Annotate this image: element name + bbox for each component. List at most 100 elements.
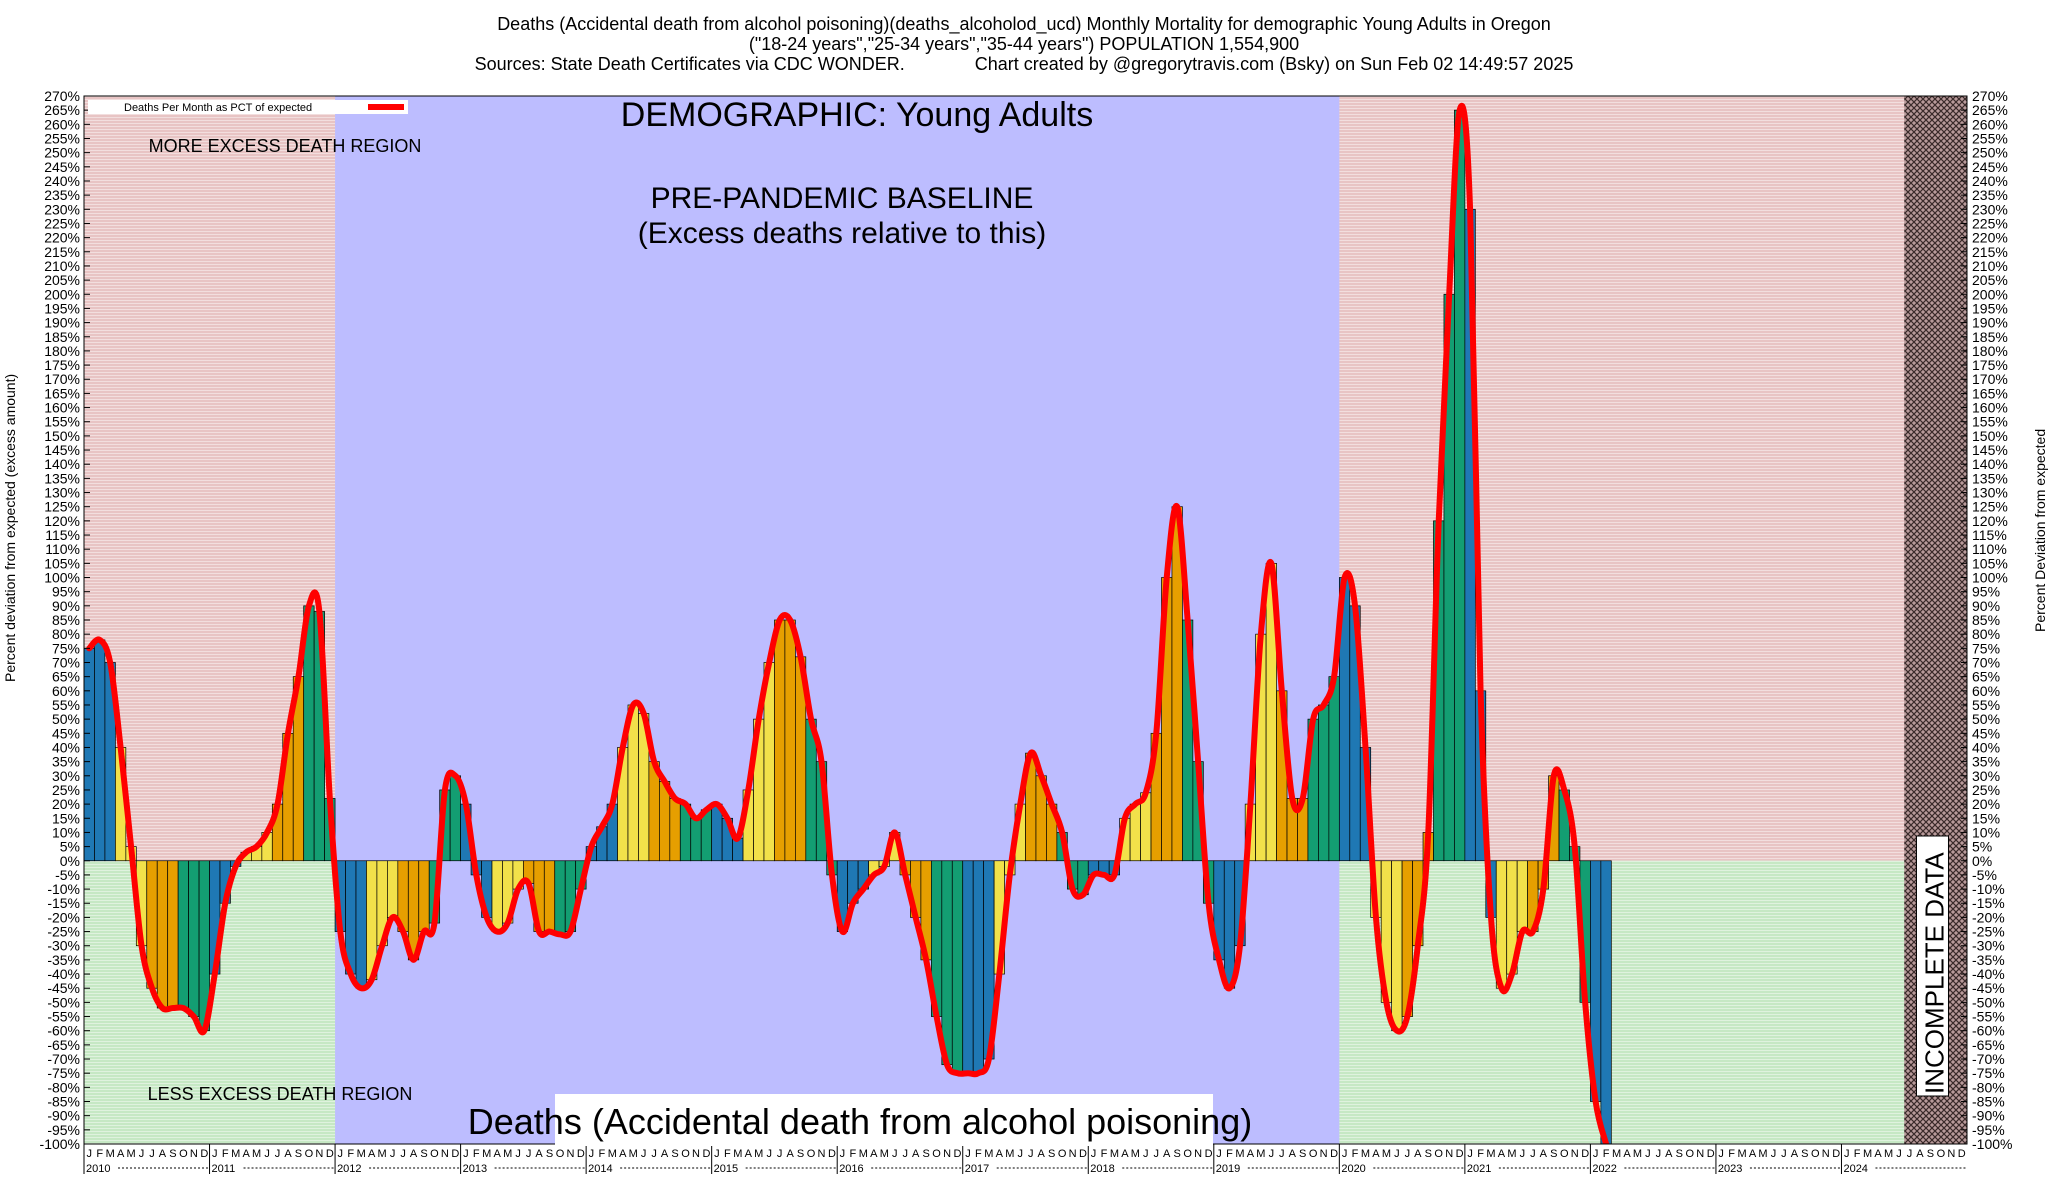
y-tick-label-left: 130% bbox=[44, 485, 80, 501]
y-tick-label-left: 200% bbox=[44, 286, 80, 302]
x-month-label: N bbox=[441, 1148, 449, 1160]
x-month-label: F bbox=[1352, 1148, 1359, 1160]
x-month-label: N bbox=[1445, 1148, 1453, 1160]
y-tick-label-left: 115% bbox=[45, 527, 80, 543]
y-tick-label-left: -35% bbox=[47, 952, 80, 968]
x-month-label: N bbox=[1194, 1148, 1202, 1160]
x-month-label: M bbox=[252, 1148, 261, 1160]
y-tick-label-left: 180% bbox=[44, 343, 80, 359]
y-tick-label-left: 240% bbox=[44, 173, 80, 189]
y-tick-label-left: -30% bbox=[47, 938, 80, 954]
x-month-label: D bbox=[1958, 1148, 1966, 1160]
bar-month-56 bbox=[669, 798, 681, 862]
x-month-label: J bbox=[1593, 1148, 1599, 1160]
x-month-label: A bbox=[1289, 1148, 1297, 1160]
y-tick-label-right: -50% bbox=[1972, 994, 2005, 1010]
x-month-label: O bbox=[1685, 1148, 1694, 1160]
x-month-label: M bbox=[1005, 1148, 1014, 1160]
x-month-label: J bbox=[1467, 1148, 1473, 1160]
y-axis-label-left: Percent deviation from expected (excess … bbox=[2, 373, 18, 682]
bar-month-44 bbox=[543, 860, 556, 932]
y-tick-label-left: 185% bbox=[44, 329, 80, 345]
y-tick-label-left: 110% bbox=[45, 541, 80, 557]
x-month-label: F bbox=[222, 1148, 229, 1160]
bar-month-85 bbox=[972, 860, 985, 1074]
x-month-label: J bbox=[1896, 1148, 1902, 1160]
y-tick-label-left: 80% bbox=[52, 626, 80, 642]
y-tick-label-left: -50% bbox=[47, 994, 80, 1010]
y-tick-label-left: -20% bbox=[47, 909, 80, 925]
y-tick-label-right: 180% bbox=[1972, 343, 2008, 359]
x-year-label: 2018 bbox=[1090, 1163, 1114, 1175]
x-month-label: J bbox=[892, 1148, 898, 1160]
x-month-label: J bbox=[777, 1148, 783, 1160]
y-tick-label-right: -55% bbox=[1972, 1009, 2005, 1025]
y-tick-label-right: 175% bbox=[1972, 357, 2008, 373]
x-month-label: S bbox=[797, 1148, 804, 1160]
x-year-label: 2017 bbox=[965, 1163, 989, 1175]
x-month-label: A bbox=[786, 1148, 794, 1160]
y-tick-label-right: -95% bbox=[1972, 1122, 2005, 1138]
y-tick-label-right: 50% bbox=[1972, 711, 2000, 727]
x-month-label: O bbox=[1937, 1148, 1946, 1160]
y-tick-label-left: 95% bbox=[52, 584, 80, 600]
x-month-label: A bbox=[1498, 1148, 1506, 1160]
x-month-label: M bbox=[1361, 1148, 1370, 1160]
x-month-label: J bbox=[641, 1148, 647, 1160]
x-year-label: 2010 bbox=[86, 1163, 110, 1175]
y-tick-label-left: -5% bbox=[55, 867, 80, 883]
x-month-label: O bbox=[1811, 1148, 1820, 1160]
x-month-label: M bbox=[1235, 1148, 1244, 1160]
bottom-label-box bbox=[555, 1094, 1213, 1146]
x-month-label: J bbox=[1771, 1148, 1777, 1160]
x-month-label: M bbox=[1612, 1148, 1621, 1160]
bar-month-67 bbox=[784, 619, 796, 862]
y-tick-label-right: 240% bbox=[1972, 173, 2008, 189]
x-year-label: 2019 bbox=[1216, 1163, 1240, 1175]
y-tick-label-right: -20% bbox=[1972, 909, 2005, 925]
x-month-label: O bbox=[1560, 1148, 1569, 1160]
x-month-label: A bbox=[1247, 1148, 1255, 1160]
x-month-label: M bbox=[357, 1148, 366, 1160]
x-month-label: A bbox=[619, 1148, 627, 1160]
x-month-label: J bbox=[1394, 1148, 1400, 1160]
y-tick-label-right: 145% bbox=[1972, 442, 2008, 458]
y-tick-label-left: -10% bbox=[47, 881, 80, 897]
x-month-label: N bbox=[692, 1148, 700, 1160]
x-month-label: A bbox=[1749, 1148, 1757, 1160]
y-tick-label-right: 265% bbox=[1972, 102, 2008, 118]
y-tick-label-right: -5% bbox=[1972, 867, 1997, 883]
x-month-label: M bbox=[378, 1148, 387, 1160]
y-tick-label-left: 120% bbox=[44, 513, 80, 529]
x-month-label: D bbox=[326, 1148, 334, 1160]
x-month-label: J bbox=[1656, 1148, 1662, 1160]
x-month-label: A bbox=[159, 1148, 167, 1160]
bar-month-45 bbox=[554, 860, 566, 935]
x-month-label: A bbox=[745, 1148, 753, 1160]
y-tick-label-right: 200% bbox=[1972, 286, 2008, 302]
legend-label: Deaths Per Month as PCT of expected bbox=[124, 102, 312, 114]
x-month-label: F bbox=[1728, 1148, 1735, 1160]
y-tick-label-left: 165% bbox=[44, 385, 80, 401]
y-tick-label-left: 40% bbox=[52, 739, 80, 755]
y-tick-label-left: -60% bbox=[47, 1023, 80, 1039]
x-month-label: D bbox=[1707, 1148, 1715, 1160]
bar-month-9 bbox=[177, 860, 189, 1009]
y-tick-label-right: -85% bbox=[1972, 1094, 2005, 1110]
x-month-label: J bbox=[1718, 1148, 1724, 1160]
x-year-label: 2022 bbox=[1592, 1163, 1616, 1175]
x-month-label: O bbox=[1183, 1148, 1192, 1160]
x-month-label: A bbox=[1916, 1148, 1924, 1160]
y-tick-label-right: 215% bbox=[1972, 244, 2008, 260]
bar-month-125 bbox=[1391, 860, 1403, 1032]
x-month-label: N bbox=[943, 1148, 951, 1160]
bar-month-109 bbox=[1223, 860, 1236, 989]
x-month-label: D bbox=[451, 1148, 459, 1160]
y-tick-label-left: 10% bbox=[52, 824, 80, 840]
x-year-label: 2021 bbox=[1467, 1163, 1491, 1175]
x-month-label: S bbox=[1299, 1148, 1306, 1160]
x-month-label: J bbox=[1907, 1148, 1913, 1160]
x-month-label: S bbox=[1927, 1148, 1934, 1160]
bar-month-26 bbox=[355, 860, 367, 989]
x-month-label: J bbox=[338, 1148, 344, 1160]
